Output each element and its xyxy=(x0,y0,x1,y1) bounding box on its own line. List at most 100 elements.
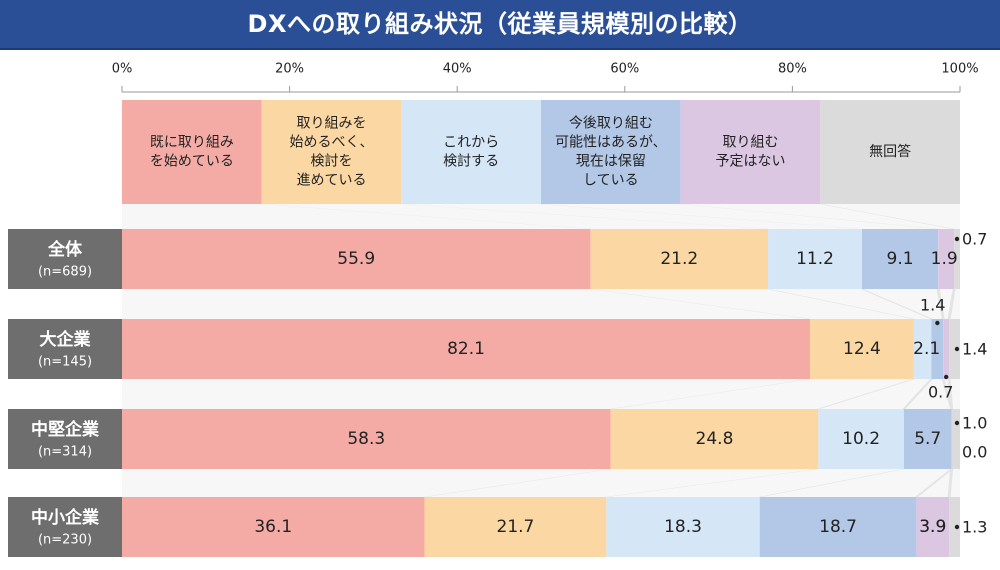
legend-label: 無回答 xyxy=(869,143,911,160)
data-label: 5.7 xyxy=(914,429,941,449)
data-label-callout: 0.7 xyxy=(928,383,953,402)
data-label: 18.7 xyxy=(819,517,857,537)
bar-segment xyxy=(916,497,950,557)
data-label: 24.8 xyxy=(696,429,734,449)
data-label: 21.7 xyxy=(497,517,535,537)
data-label: 2.1 xyxy=(913,339,940,359)
bar-segment xyxy=(949,497,960,557)
legend-box xyxy=(401,100,541,204)
connector-line xyxy=(816,379,916,409)
data-label-callout: 0.0 xyxy=(962,443,987,462)
connector-line xyxy=(399,204,770,229)
bar-segment xyxy=(424,497,607,557)
connector-line xyxy=(818,204,956,229)
data-label: 55.9 xyxy=(337,249,375,269)
bar-segment xyxy=(949,319,960,379)
data-label: 36.1 xyxy=(254,517,292,537)
legend-box xyxy=(541,100,681,204)
connector-line xyxy=(604,469,820,497)
connector-line xyxy=(914,469,954,497)
row-label-name: 大企業 xyxy=(40,329,91,350)
legend-box xyxy=(122,100,262,204)
callout-dot xyxy=(954,346,960,352)
legend-label: 取り組む予定はない xyxy=(716,135,786,170)
data-label: 21.2 xyxy=(660,249,698,269)
x-tick-label: 0% xyxy=(112,62,133,77)
data-label-callout: 1.0 xyxy=(962,414,987,433)
title-bar: DXへの取り組み状況（従業員規模別の比較） xyxy=(0,0,1000,50)
row-label-n: (n=314) xyxy=(38,445,92,460)
bar-segment xyxy=(759,497,917,557)
callout-dot xyxy=(935,320,940,326)
callout-dot xyxy=(954,236,960,242)
data-label: 3.9 xyxy=(919,517,946,537)
data-label-callout: 1.4 xyxy=(920,296,945,315)
bar-segment xyxy=(938,229,955,289)
row-label-n: (n=689) xyxy=(38,265,92,280)
row-label-name: 全体 xyxy=(47,239,83,260)
connector-line xyxy=(758,469,906,497)
legend-label: 今後取り組む可能性はあるが、現在は保留している xyxy=(555,116,667,189)
bar-segment xyxy=(122,229,591,289)
x-tick-label: 20% xyxy=(275,62,304,77)
row-label-box xyxy=(8,409,122,469)
bar-segment xyxy=(951,409,960,469)
connector-line xyxy=(947,289,956,319)
callout-dot xyxy=(954,420,960,426)
data-label: 3.9 xyxy=(919,517,946,537)
data-label-callout: 1.4 xyxy=(962,340,987,359)
connector-line xyxy=(609,379,812,409)
bar-segment xyxy=(931,319,944,379)
connector-line xyxy=(423,469,613,497)
bar-segment xyxy=(954,229,960,289)
data-label: 58.3 xyxy=(347,429,385,449)
data-label: 1.9 xyxy=(931,249,958,269)
connector-band xyxy=(122,379,960,409)
legend: 既に取り組みを始めている 取り組みを始めるべく、検討を進めている これから検討する 今… xyxy=(122,100,960,204)
row-label-n: (n=145) xyxy=(38,355,92,370)
row-label-name: 中堅企業 xyxy=(31,419,99,440)
legend-label: 取り組みを始めるべく、検討を進めている xyxy=(290,116,374,189)
connector-line xyxy=(936,289,945,319)
bar-rows: 全体 (n=689) 55.9 21.2 11.2 9.1 大企業 (n=145) 82.1 12… xyxy=(8,229,987,557)
connector-band xyxy=(122,469,960,497)
chart-title: DXへの取り組み状況（従業員規模別の比較） xyxy=(247,10,753,38)
bar-segment xyxy=(122,409,611,469)
connector-line xyxy=(860,289,934,319)
row-label-box xyxy=(8,229,122,289)
connector-band xyxy=(122,204,960,229)
legend-box xyxy=(680,100,821,204)
row-label-n: (n=230) xyxy=(38,533,92,548)
connector-line xyxy=(947,379,954,409)
legend-label: これから検討する xyxy=(443,135,499,170)
legend-label: 既に取り組みを始めている xyxy=(150,135,234,170)
x-tick-label: 80% xyxy=(778,62,807,77)
data-label: 11.2 xyxy=(796,249,834,269)
x-tick-label: 100% xyxy=(941,62,978,77)
connector-line xyxy=(679,204,940,229)
data-label: 82.1 xyxy=(447,339,485,359)
callout-dot xyxy=(954,524,960,530)
bar-segment xyxy=(590,229,769,289)
x-axis: 0% 20% 40% 60% 80% 100% xyxy=(112,62,979,93)
row-label-box xyxy=(8,319,122,379)
data-label-callout: 0.7 xyxy=(962,230,987,249)
bar-segment xyxy=(122,497,425,557)
connector-line xyxy=(766,289,916,319)
data-label: 12.4 xyxy=(843,339,881,359)
bar-segment xyxy=(610,409,819,469)
bar-segment xyxy=(809,319,914,379)
bar-segment xyxy=(943,319,950,379)
bar-segment xyxy=(861,229,939,289)
bar-segment xyxy=(903,409,952,469)
x-tick-label: 40% xyxy=(443,62,472,77)
connector-line xyxy=(588,289,812,319)
callout-dot xyxy=(943,374,949,380)
connector-line xyxy=(947,469,954,497)
data-label: 10.2 xyxy=(842,429,880,449)
bar-segment xyxy=(606,497,760,557)
connector-bands xyxy=(122,204,960,497)
connector-band xyxy=(122,289,960,319)
x-tick-label: 60% xyxy=(610,62,639,77)
